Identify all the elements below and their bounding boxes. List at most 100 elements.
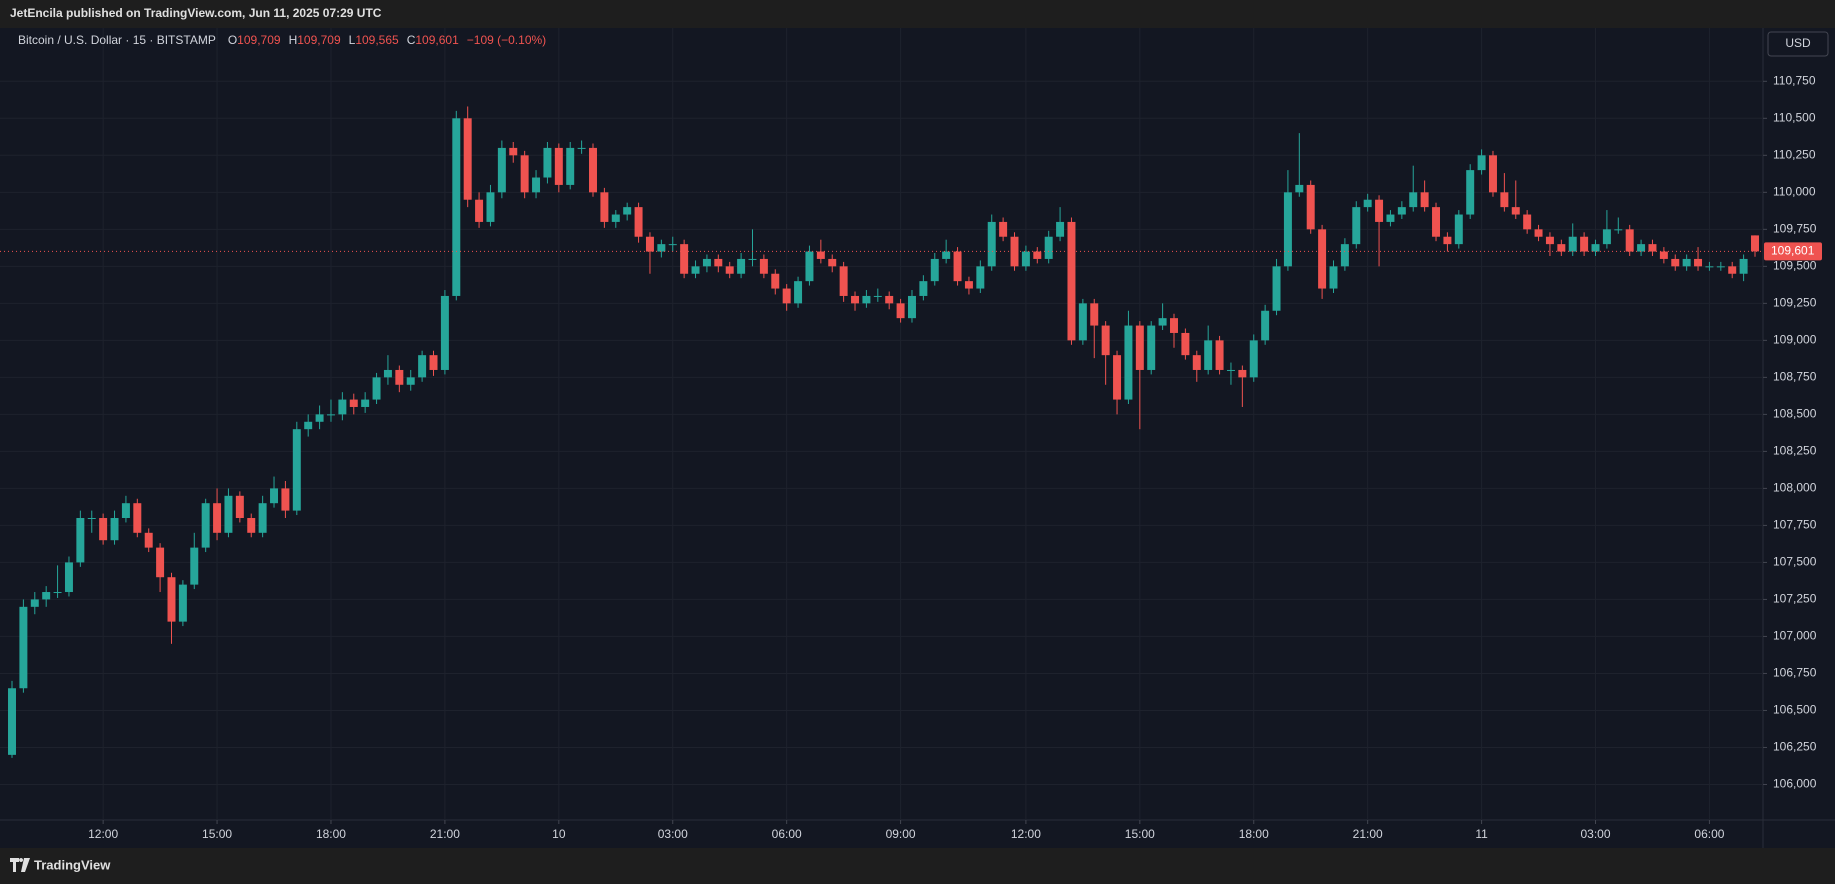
candle-body [896, 303, 905, 319]
candle-body [953, 251, 962, 282]
candle-body [589, 147, 597, 193]
candle-body [1637, 244, 1646, 252]
candle-body [1113, 355, 1122, 400]
candle-body [862, 295, 871, 304]
y-tick-label: 110,500 [1773, 110, 1816, 124]
candle-body [509, 147, 518, 156]
candle-body [1318, 229, 1327, 289]
candle-body [1261, 310, 1270, 341]
legend-key: H [289, 33, 298, 47]
candle-body [1477, 155, 1486, 171]
legend-value: 109,565 [355, 33, 399, 47]
candle-body [440, 295, 449, 370]
x-tick-label: 12:00 [88, 827, 118, 841]
candle-body [361, 399, 370, 407]
candle-body [839, 266, 848, 296]
candle-body [1340, 244, 1349, 267]
candle-body [611, 214, 620, 222]
plot [0, 28, 1763, 820]
candle-body [554, 147, 563, 185]
candle-body [1488, 155, 1497, 193]
candle-body [1215, 340, 1224, 370]
candle-body [213, 503, 222, 533]
y-tick-label: 109,500 [1773, 259, 1817, 273]
candle-body [292, 429, 301, 511]
candle-body [1306, 184, 1315, 230]
last-price-label: 109,601 [1771, 244, 1815, 258]
candle-body [1443, 236, 1452, 245]
candle-body [1363, 199, 1372, 208]
candle-body [702, 258, 711, 267]
candle-body [1170, 318, 1178, 333]
candle-body [19, 606, 28, 689]
candle-body [873, 295, 882, 297]
candle-body [452, 118, 461, 296]
candle-body [1409, 192, 1418, 208]
candle-body [520, 155, 529, 193]
candle-body [1181, 332, 1190, 356]
x-tick-label: 03:00 [658, 827, 688, 841]
candle-body [475, 199, 484, 222]
candle-body [1659, 251, 1668, 259]
candle-body [532, 177, 541, 193]
candle-body [486, 192, 495, 222]
candle-body [247, 518, 256, 533]
top-bar [0, 0, 1835, 28]
x-tick-label: 09:00 [886, 827, 916, 841]
candle-body [326, 414, 335, 416]
y-tick-label: 110,750 [1773, 73, 1816, 87]
legend-key: C [407, 33, 416, 47]
candle-body [782, 288, 791, 304]
candle-body [1352, 207, 1361, 245]
candle-body [1728, 266, 1737, 274]
candle-body [1272, 266, 1281, 311]
candle-body [87, 518, 96, 520]
y-tick-label: 106,750 [1773, 666, 1817, 680]
candle-body [1420, 192, 1429, 208]
candle-body [1557, 244, 1566, 252]
candle-body [964, 281, 973, 289]
y-tick-label: 107,250 [1773, 592, 1817, 606]
candle-body [418, 355, 427, 378]
candle-body [1158, 318, 1167, 326]
candle-body [1192, 355, 1201, 370]
y-tick-label: 108,500 [1773, 407, 1817, 421]
candle-body [64, 562, 73, 593]
currency-label[interactable]: USD [1785, 36, 1811, 50]
legend-key: L [349, 33, 356, 47]
candle-body [99, 518, 108, 541]
candle-body [942, 251, 951, 259]
candle-body [8, 688, 16, 755]
candle-body [121, 503, 130, 519]
candle-body [1682, 258, 1691, 267]
candle-body [1329, 266, 1338, 289]
candle-body [634, 207, 643, 237]
candle-body [1694, 258, 1703, 267]
candle-body [725, 266, 734, 274]
x-tick-label: 12:00 [1011, 827, 1041, 841]
currency-button[interactable] [1767, 31, 1829, 57]
candle-body [1671, 258, 1680, 267]
candle-body [1147, 325, 1156, 370]
y-tick-label: 109,000 [1773, 333, 1817, 347]
y-tick-label: 108,000 [1773, 481, 1817, 495]
candle-body [1432, 207, 1441, 237]
candle-body [1021, 251, 1030, 267]
x-tick-label: 06:00 [1694, 827, 1724, 841]
y-tick-label: 107,750 [1773, 518, 1817, 532]
candle-body [30, 599, 39, 607]
candle-body [987, 221, 996, 267]
candle-body [1614, 229, 1623, 231]
last-price-tag [1764, 242, 1822, 261]
y-tick-label: 110,000 [1773, 184, 1816, 198]
candle-body [930, 258, 939, 282]
candle-body [1238, 369, 1247, 378]
y-tick-label: 109,250 [1773, 296, 1817, 310]
y-tick-label: 108,250 [1773, 444, 1817, 458]
x-tick-label: 21:00 [1353, 827, 1383, 841]
candle-body [794, 281, 803, 304]
candle-body [235, 495, 244, 519]
